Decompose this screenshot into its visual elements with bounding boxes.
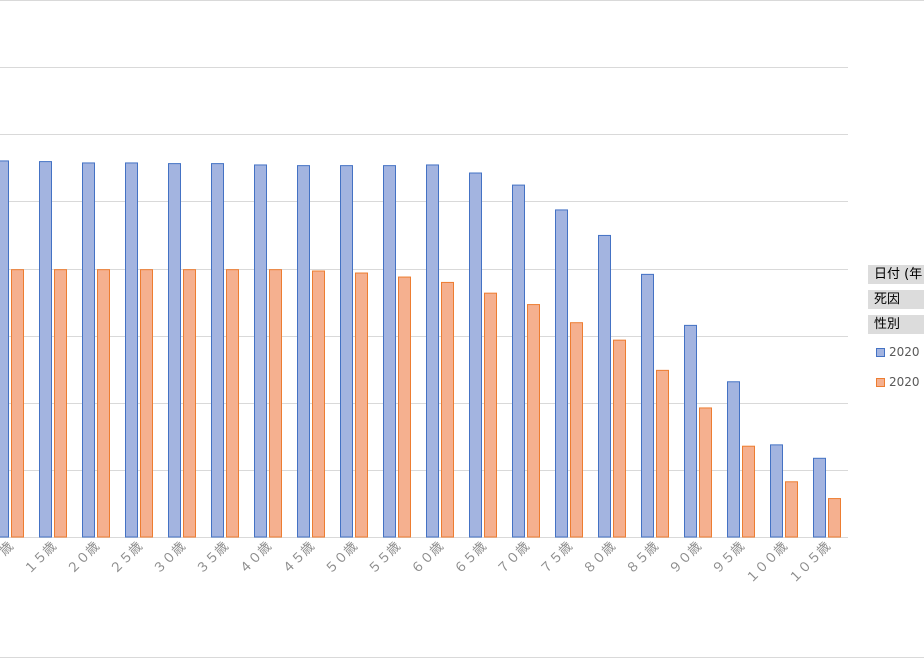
bar-series-2 — [699, 407, 712, 538]
x-tick-label: １０５歳 — [786, 539, 833, 586]
x-tick-label: ２０歳 — [65, 539, 103, 577]
bar-series-2 — [828, 498, 841, 538]
bar-series-1 — [254, 164, 267, 538]
bar-series-2 — [183, 269, 196, 538]
x-tick-label: ８０歳 — [581, 539, 619, 577]
bar-series-2 — [527, 304, 540, 538]
x-tick-label: ４０歳 — [237, 539, 275, 577]
bar-series-2 — [140, 269, 153, 538]
field-button-cause[interactable]: 死因 — [868, 289, 924, 309]
bar-series-1 — [598, 234, 611, 538]
bar-series-1 — [168, 163, 181, 538]
bar-series-1 — [555, 209, 568, 538]
bar-series-2 — [742, 445, 755, 538]
bar-series-1 — [512, 184, 525, 538]
bar-series-2 — [269, 269, 282, 538]
legend-label-series-2: 2020 — [889, 375, 920, 389]
bar-series-1 — [211, 163, 224, 538]
bar-series-2 — [398, 276, 411, 538]
bar-series-2 — [570, 322, 583, 538]
bar-series-1 — [297, 165, 310, 538]
x-tick-label: ５５歳 — [366, 539, 404, 577]
x-tick-label: ５０歳 — [323, 539, 361, 577]
x-tick-label: ３０歳 — [151, 539, 189, 577]
legend-swatch-series-1 — [876, 348, 885, 357]
bar-series-1 — [426, 164, 439, 538]
x-tick-label: ６０歳 — [409, 539, 447, 577]
bar-series-2 — [613, 339, 626, 538]
bar-series-2 — [11, 269, 24, 538]
bar-series-2 — [97, 269, 110, 538]
bar-series-1 — [82, 162, 95, 538]
x-tick-label: ２５歳 — [108, 539, 146, 577]
legend-entry-series-2: 2020 — [876, 375, 920, 389]
chart-bottom-border — [0, 657, 924, 658]
x-tick-label: ４５歳 — [280, 539, 318, 577]
bar-series-1 — [770, 444, 783, 538]
bar-series-2 — [441, 281, 454, 538]
bar-series-1 — [125, 162, 138, 538]
bar-series-1 — [684, 324, 697, 538]
bar-series-1 — [813, 457, 826, 538]
x-tick-label: ９０歳 — [667, 539, 705, 577]
legend-label-series-1: 2020 — [889, 345, 920, 359]
x-tick-label: ８５歳 — [624, 539, 662, 577]
bar-series-2 — [355, 272, 368, 538]
x-tick-label: 歳 — [0, 539, 17, 559]
x-tick-label: １００歳 — [743, 539, 790, 586]
field-button-date[interactable]: 日付 (年 — [868, 264, 924, 284]
bar-series-2 — [54, 269, 67, 538]
bar-series-1 — [340, 165, 353, 538]
bar-series-1 — [727, 381, 740, 538]
bar-series-2 — [226, 269, 239, 538]
legend-swatch-series-2 — [876, 378, 885, 387]
bar-series-2 — [312, 270, 325, 538]
bar-series-2 — [484, 292, 497, 538]
bar-series-1 — [641, 273, 654, 538]
bar-series-2 — [785, 481, 798, 538]
bar-series-1 — [469, 172, 482, 538]
bar-series-2 — [656, 369, 669, 538]
x-tick-label: ９５歳 — [710, 539, 748, 577]
legend-entry-series-1: 2020 — [876, 345, 920, 359]
bar-series-1 — [0, 160, 9, 538]
bar-series-1 — [383, 165, 396, 538]
field-button-sex[interactable]: 性別 — [868, 314, 924, 334]
x-tick-label: ６５歳 — [452, 539, 490, 577]
x-tick-label: ３５歳 — [194, 539, 232, 577]
x-tick-label: ７０歳 — [495, 539, 533, 577]
bar-series-1 — [39, 161, 52, 538]
x-tick-label: ７５歳 — [538, 539, 576, 577]
x-tick-label: １５歳 — [22, 539, 60, 577]
